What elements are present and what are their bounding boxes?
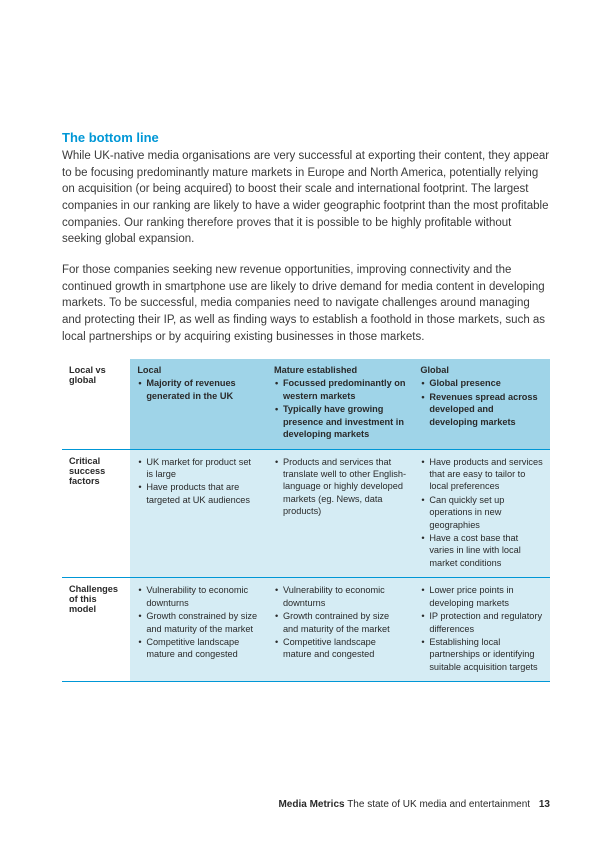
col-bullets: Global presence Revenues spread across de…	[420, 377, 543, 428]
page-footer: Media Metrics The state of UK media and …	[278, 799, 550, 810]
list-item: UK market for product set is large	[137, 456, 260, 481]
col-bullets: Focussed predominantly on western market…	[274, 377, 406, 440]
list-item: Growth constrained by size and maturity …	[137, 610, 260, 635]
list-item: Have products and services that are easy…	[420, 456, 543, 493]
list-item: Establishing local partnerships or ident…	[420, 636, 543, 673]
list-item: Focussed predominantly on western market…	[274, 377, 406, 402]
table-header-row: Local vs global Local Majority of revenu…	[62, 359, 550, 449]
footer-subtitle: The state of UK media and entertainment	[347, 799, 530, 810]
header-row-label: Local vs global	[62, 359, 130, 449]
list-item: Vulnerability to economic downturns	[137, 584, 260, 609]
table-cell: Lower price points in developing markets…	[413, 578, 550, 682]
cell-bullets: UK market for product set is largeHave p…	[137, 456, 260, 507]
list-item: Global presence	[420, 377, 543, 389]
col-title: Global	[420, 365, 543, 375]
list-item: Lower price points in developing markets	[420, 584, 543, 609]
paragraph-1: While UK-native media organisations are …	[62, 148, 550, 248]
col-header-local: Local Majority of revenues generated in …	[130, 359, 267, 449]
list-item: Competitive landscape mature and congest…	[274, 636, 406, 661]
row-label: Challenges of this model	[62, 578, 130, 682]
list-item: Products and services that translate wel…	[274, 456, 406, 518]
page-number: 13	[539, 799, 550, 810]
row-label: Critical success factors	[62, 449, 130, 578]
table-body: Critical success factors UK market for p…	[62, 449, 550, 682]
col-bullets: Majority of revenues generated in the UK	[137, 377, 260, 402]
cell-bullets: Vulnerability to economic downturnsGrowt…	[274, 584, 406, 661]
col-header-mature: Mature established Focussed predominantl…	[267, 359, 413, 449]
list-item: Revenues spread across developed and dev…	[420, 391, 543, 428]
cell-bullets: Vulnerability to economic downturnsGrowt…	[137, 584, 260, 661]
section-heading: The bottom line	[62, 130, 550, 145]
cell-bullets: Lower price points in developing markets…	[420, 584, 543, 673]
table-cell: Products and services that translate wel…	[267, 449, 413, 578]
comparison-table: Local vs global Local Majority of revenu…	[62, 359, 550, 682]
list-item: Growth contrained by size and maturity o…	[274, 610, 406, 635]
table-row: Challenges of this model Vulnerability t…	[62, 578, 550, 682]
table-row: Critical success factors UK market for p…	[62, 449, 550, 578]
cell-bullets: Have products and services that are easy…	[420, 456, 543, 570]
table-cell: Vulnerability to economic downturnsGrowt…	[267, 578, 413, 682]
list-item: Have products that are targeted at UK au…	[137, 481, 260, 506]
list-item: Competitive landscape mature and congest…	[137, 636, 260, 661]
page-content: The bottom line While UK-native media or…	[0, 0, 600, 722]
footer-title: Media Metrics	[278, 799, 344, 810]
table-cell: UK market for product set is largeHave p…	[130, 449, 267, 578]
cell-bullets: Products and services that translate wel…	[274, 456, 406, 518]
list-item: Typically have growing presence and inve…	[274, 403, 406, 440]
paragraph-2: For those companies seeking new revenue …	[62, 262, 550, 345]
col-title: Local	[137, 365, 260, 375]
list-item: Can quickly set up operations in new geo…	[420, 494, 543, 531]
list-item: IP protection and regulatory differences	[420, 610, 543, 635]
list-item: Have a cost base that varies in line wit…	[420, 532, 543, 569]
col-title: Mature established	[274, 365, 406, 375]
list-item: Majority of revenues generated in the UK	[137, 377, 260, 402]
table-cell: Vulnerability to economic downturnsGrowt…	[130, 578, 267, 682]
col-header-global: Global Global presence Revenues spread ac…	[413, 359, 550, 449]
list-item: Vulnerability to economic downturns	[274, 584, 406, 609]
table-cell: Have products and services that are easy…	[413, 449, 550, 578]
